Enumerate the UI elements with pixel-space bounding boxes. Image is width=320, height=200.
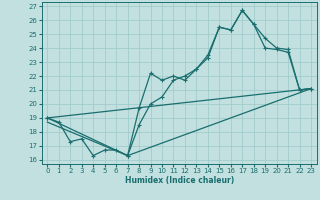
X-axis label: Humidex (Indice chaleur): Humidex (Indice chaleur): [124, 176, 234, 185]
